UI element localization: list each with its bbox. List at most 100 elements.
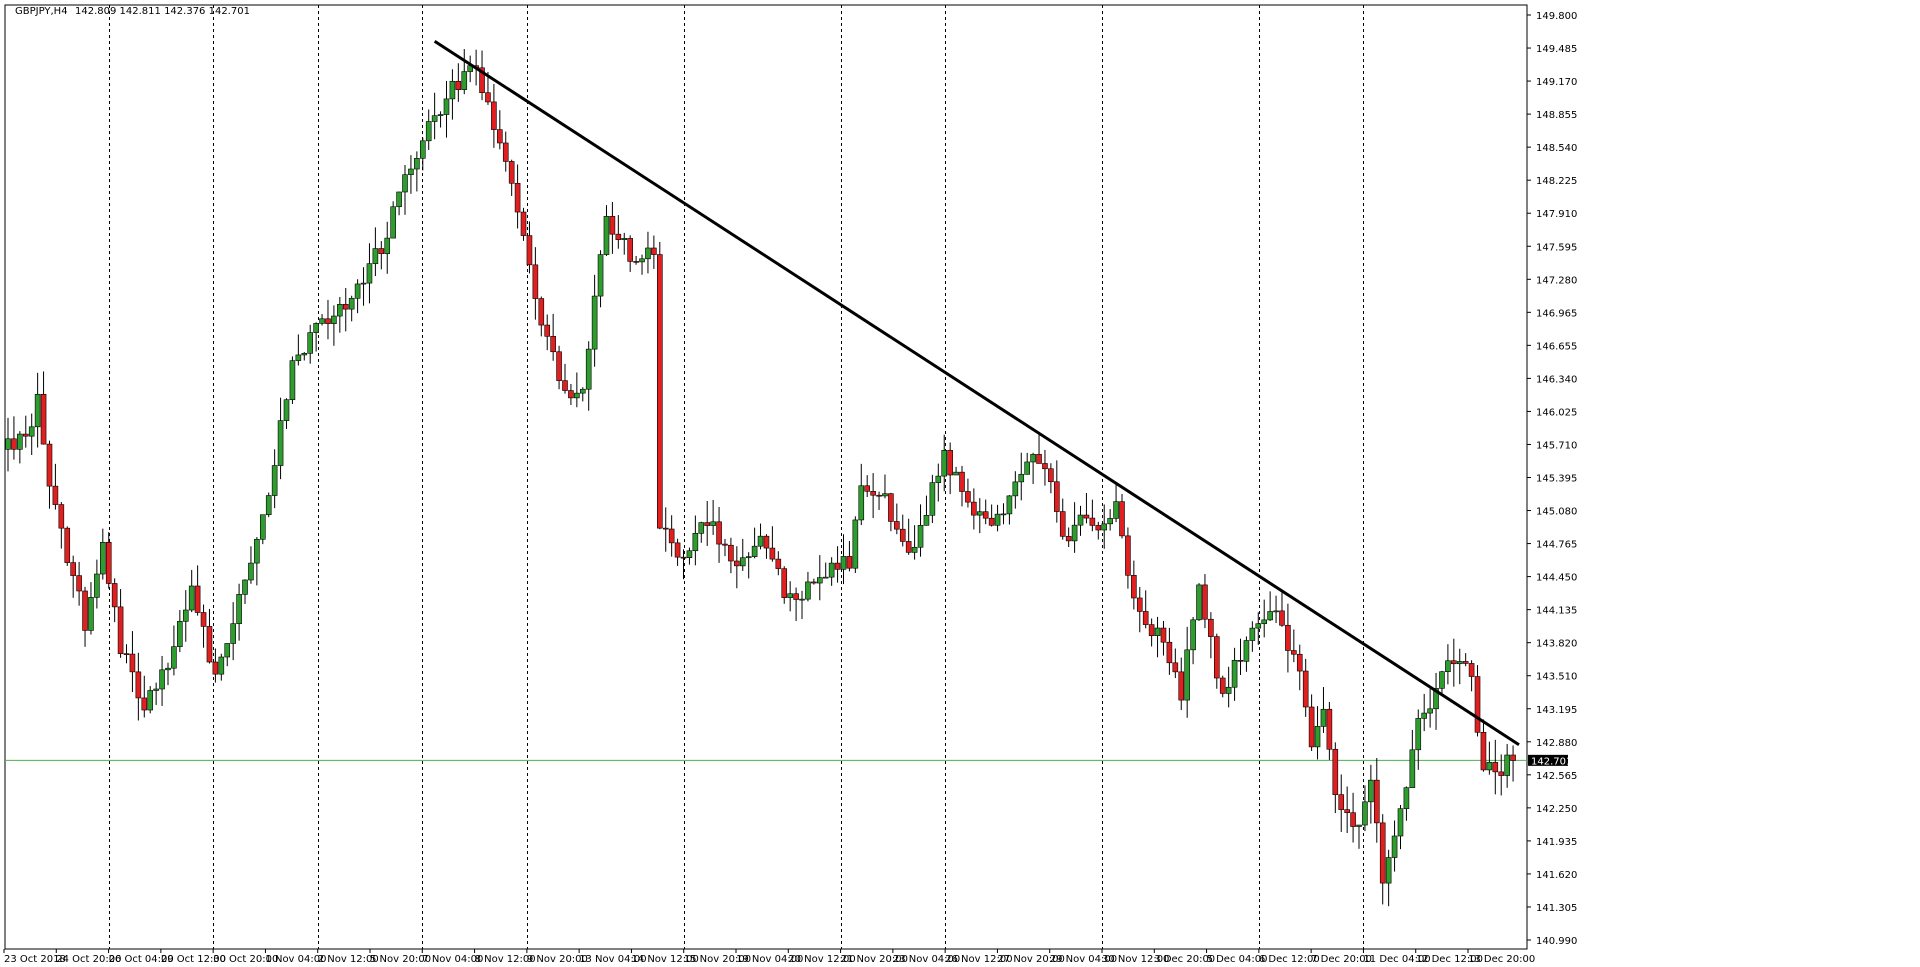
candle <box>994 504 1001 532</box>
candle <box>1012 471 1019 509</box>
candle <box>639 254 645 275</box>
candle <box>259 514 266 545</box>
candle <box>100 528 106 580</box>
candle <box>212 648 219 683</box>
candle <box>976 498 983 534</box>
x-tick-label: 9 Nov 20:00 <box>527 954 588 965</box>
candle <box>870 473 876 519</box>
candle-body <box>1474 676 1481 733</box>
candle <box>544 314 551 351</box>
candle-body <box>1255 623 1262 629</box>
y-tick-label: 148.855 <box>1536 110 1577 121</box>
candle <box>236 583 242 641</box>
candle <box>1344 786 1350 834</box>
candle <box>923 495 930 526</box>
candle-body <box>982 511 989 519</box>
candle <box>111 578 118 623</box>
candle <box>1196 583 1202 621</box>
candle-body <box>1451 660 1457 665</box>
candle-body <box>230 623 236 644</box>
candle <box>1456 648 1463 685</box>
candle-body <box>775 558 782 569</box>
candle-body <box>976 511 983 516</box>
candle <box>307 324 314 364</box>
candle <box>153 682 159 705</box>
candle-body <box>965 491 971 503</box>
candle-body <box>1119 501 1125 537</box>
candle <box>378 241 385 270</box>
candle <box>834 546 841 583</box>
candle-body <box>651 247 657 255</box>
candle-body <box>1385 857 1392 884</box>
x-tick-label: 15 Nov 20:00 <box>684 954 751 965</box>
candle <box>876 491 882 510</box>
candle-body <box>206 626 213 663</box>
candle-body <box>787 593 793 598</box>
candle <box>781 566 788 604</box>
candle <box>988 504 995 527</box>
candle <box>1125 527 1131 589</box>
candle-body <box>479 67 485 93</box>
candle-body <box>5 438 11 450</box>
candle-body <box>1332 748 1339 795</box>
candle <box>1142 590 1149 629</box>
candle-body <box>1373 779 1380 824</box>
candle-body <box>218 656 225 675</box>
candle <box>609 202 616 254</box>
candle <box>105 532 112 589</box>
candle <box>1225 666 1232 708</box>
candle <box>431 92 438 140</box>
candle-body <box>165 667 171 671</box>
candle-body <box>1089 517 1096 526</box>
candle-body <box>236 594 242 624</box>
candle-body <box>443 98 450 115</box>
y-tick-label: 145.080 <box>1536 507 1577 518</box>
candle <box>242 579 248 604</box>
candle <box>366 243 373 304</box>
candle-body <box>621 238 628 240</box>
candle <box>1385 849 1392 907</box>
candle-body <box>1196 584 1202 621</box>
candle-body <box>224 643 231 658</box>
candle-body <box>532 264 539 299</box>
candle <box>254 537 260 586</box>
x-tick-label: 24 Oct 20:00 <box>56 954 121 965</box>
candle-body <box>1184 649 1190 701</box>
candle <box>574 372 580 408</box>
candle <box>894 503 900 535</box>
candle-body <box>449 80 456 100</box>
candle <box>390 201 396 239</box>
candle-body <box>562 380 568 391</box>
candle <box>550 313 556 361</box>
candle-body <box>141 697 148 711</box>
candle <box>348 295 355 322</box>
candle <box>11 416 17 460</box>
candle-body <box>1208 618 1214 637</box>
candle-body <box>1285 624 1291 651</box>
symbol-label: GBPJPY,H4 <box>15 6 68 17</box>
candle <box>337 296 343 333</box>
x-tick-label: 21 Nov 20:00 <box>841 954 908 965</box>
candle <box>1166 627 1173 675</box>
candle-body <box>11 438 17 450</box>
candle-body <box>289 360 296 401</box>
candle <box>224 643 231 667</box>
candle <box>1285 603 1291 673</box>
candle <box>171 625 177 676</box>
y-tick-label: 147.910 <box>1536 209 1577 220</box>
candle-body <box>1219 677 1226 694</box>
candle <box>1030 452 1036 484</box>
candle <box>1391 820 1398 872</box>
candle <box>1261 599 1268 638</box>
plot-area <box>4 4 1528 950</box>
candle-body <box>728 544 734 562</box>
candle <box>1024 452 1030 475</box>
candle-body <box>1486 762 1493 771</box>
candle <box>1291 629 1297 663</box>
candle <box>1095 521 1102 540</box>
price-axis[interactable]: 149.800 149.485 149.170 148.855 148.540 148.2… <box>1527 11 1577 947</box>
candle-body <box>337 303 343 317</box>
trendline[interactable] <box>433 39 1520 746</box>
